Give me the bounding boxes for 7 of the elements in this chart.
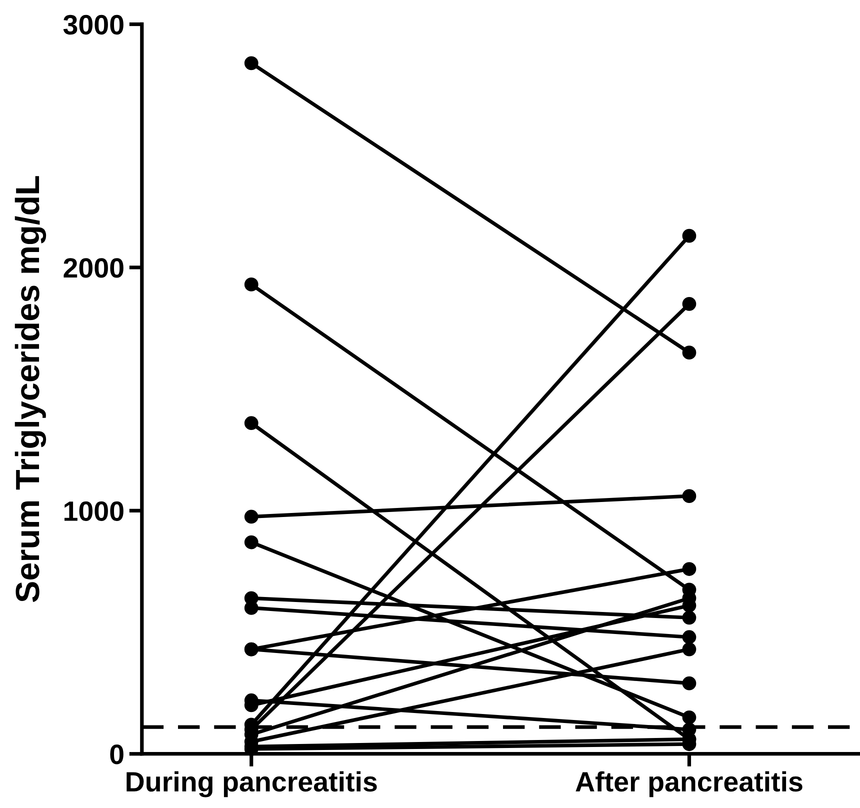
x-tick-label: After pancreatitis <box>576 771 802 798</box>
y-tick-label: 1000 <box>64 501 124 521</box>
y-tick-label: 3000 <box>63 14 124 35</box>
y-axis-title: Serum Triglycerides mg/dL <box>14 176 46 602</box>
y-tick-label: 0 <box>110 744 124 764</box>
x-tick-label: During pancreatitis <box>126 771 377 798</box>
y-tick-label: 2000 <box>64 258 124 278</box>
